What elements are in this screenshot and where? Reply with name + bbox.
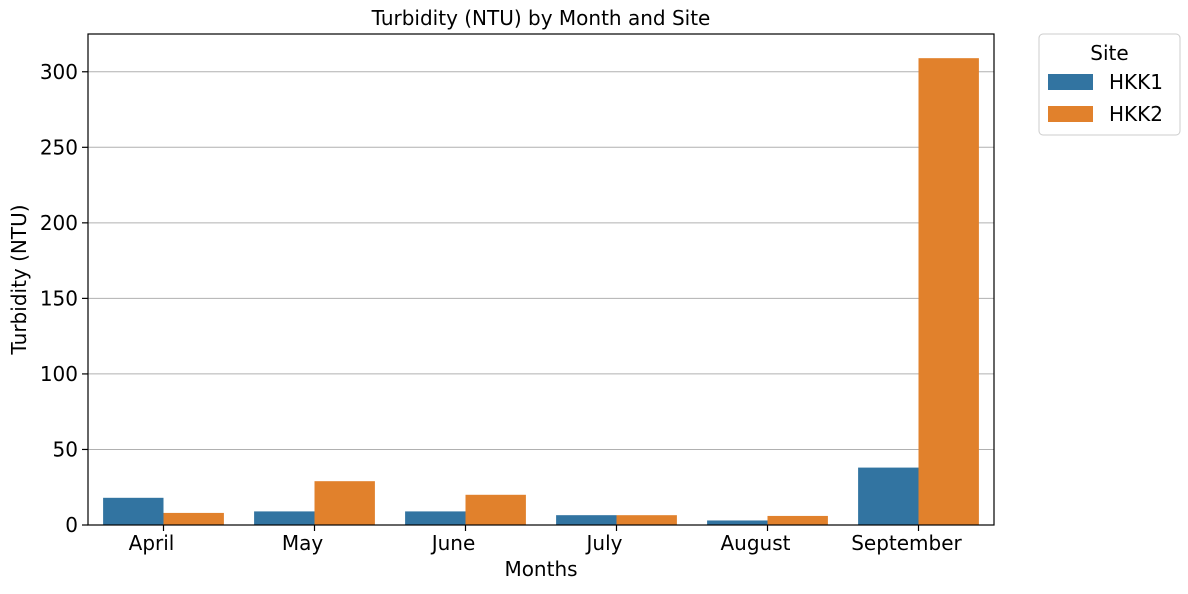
y-tick-label: 250 bbox=[40, 135, 78, 159]
bar-hkk1-june bbox=[405, 511, 466, 525]
bar-hkk1-august bbox=[707, 520, 768, 525]
chart-title: Turbidity (NTU) by Month and Site bbox=[371, 6, 711, 30]
legend-label-hkk2: HKK2 bbox=[1109, 102, 1163, 126]
x-tick-label: May bbox=[282, 531, 324, 555]
grid-layer bbox=[88, 71, 994, 526]
y-tick-label: 0 bbox=[65, 513, 78, 537]
x-axis-ticks: April May June July August September bbox=[129, 525, 963, 555]
bar-hkk1-april bbox=[103, 497, 164, 525]
bar-hkk2-august bbox=[767, 515, 828, 525]
y-axis-ticks: 0 50 100 150 200 250 300 bbox=[40, 60, 88, 537]
bar-hkk2-june bbox=[465, 494, 526, 525]
legend-label-hkk1: HKK1 bbox=[1109, 70, 1163, 94]
legend-items: HKK1 HKK2 bbox=[1048, 70, 1163, 126]
y-tick-label: 100 bbox=[40, 362, 78, 386]
bar-hkk1-july bbox=[556, 515, 617, 525]
legend-swatch-hkk2 bbox=[1048, 106, 1093, 122]
bar-hkk2-july bbox=[616, 515, 677, 525]
bar-hkk2-september bbox=[918, 58, 979, 526]
legend-swatch-hkk1 bbox=[1048, 74, 1093, 90]
x-tick-label: June bbox=[430, 531, 476, 555]
bar-hkk1-may bbox=[254, 511, 315, 525]
x-axis-label: Months bbox=[504, 557, 577, 581]
legend: Site HKK1 HKK2 bbox=[1038, 33, 1181, 136]
y-tick-label: 200 bbox=[40, 211, 78, 235]
x-tick-label: April bbox=[129, 531, 175, 555]
plot-frame bbox=[87, 33, 995, 526]
x-tick-label: August bbox=[721, 531, 791, 555]
y-tick-label: 150 bbox=[40, 286, 78, 310]
bar-hkk2-april bbox=[163, 512, 224, 525]
y-axis-label: Turbidity (NTU) bbox=[7, 204, 31, 355]
x-tick-label: September bbox=[851, 531, 962, 555]
y-tick-label: 50 bbox=[53, 437, 78, 461]
bar-hkk1-september bbox=[858, 467, 919, 525]
bar-hkk2-may bbox=[314, 481, 375, 525]
x-tick-label: July bbox=[585, 531, 623, 555]
legend-title: Site bbox=[1090, 41, 1128, 65]
bars-layer bbox=[103, 58, 979, 526]
y-tick-label: 300 bbox=[40, 60, 78, 84]
